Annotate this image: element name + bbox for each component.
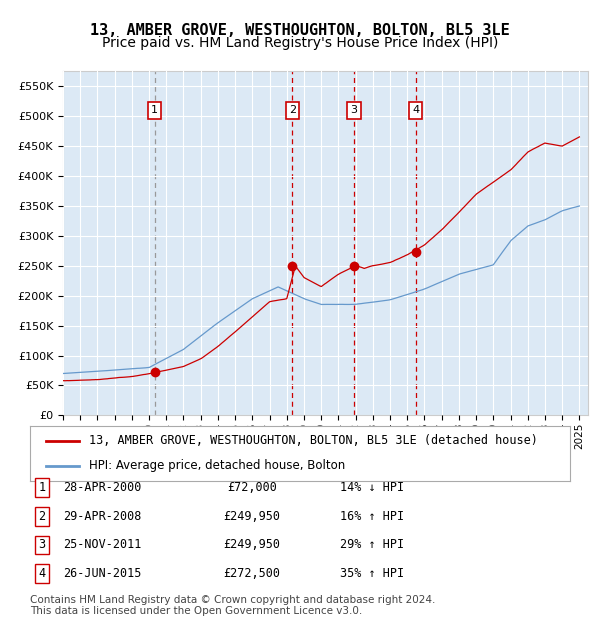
Text: 3: 3 xyxy=(38,539,46,551)
Text: 2: 2 xyxy=(38,510,46,523)
Text: 13, AMBER GROVE, WESTHOUGHTON, BOLTON, BL5 3LE (detached house): 13, AMBER GROVE, WESTHOUGHTON, BOLTON, B… xyxy=(89,434,538,447)
Text: 13, AMBER GROVE, WESTHOUGHTON, BOLTON, BL5 3LE: 13, AMBER GROVE, WESTHOUGHTON, BOLTON, B… xyxy=(90,23,510,38)
Text: Contains HM Land Registry data © Crown copyright and database right 2024.
This d: Contains HM Land Registry data © Crown c… xyxy=(30,595,436,616)
Text: 28-APR-2000: 28-APR-2000 xyxy=(63,482,141,494)
Text: 1: 1 xyxy=(38,482,46,494)
Text: 14% ↓ HPI: 14% ↓ HPI xyxy=(340,482,404,494)
Text: 2: 2 xyxy=(289,105,296,115)
Text: HPI: Average price, detached house, Bolton: HPI: Average price, detached house, Bolt… xyxy=(89,459,346,472)
Text: 4: 4 xyxy=(412,105,419,115)
Text: 29-APR-2008: 29-APR-2008 xyxy=(63,510,141,523)
Text: 1: 1 xyxy=(151,105,158,115)
Text: 29% ↑ HPI: 29% ↑ HPI xyxy=(340,539,404,551)
Text: 4: 4 xyxy=(38,567,46,580)
Text: Price paid vs. HM Land Registry's House Price Index (HPI): Price paid vs. HM Land Registry's House … xyxy=(102,36,498,50)
Text: 25-NOV-2011: 25-NOV-2011 xyxy=(63,539,141,551)
Text: 26-JUN-2015: 26-JUN-2015 xyxy=(63,567,141,580)
Text: 16% ↑ HPI: 16% ↑ HPI xyxy=(340,510,404,523)
Text: £249,950: £249,950 xyxy=(223,539,281,551)
Text: 3: 3 xyxy=(350,105,358,115)
Text: £72,000: £72,000 xyxy=(227,482,277,494)
Text: £249,950: £249,950 xyxy=(223,510,281,523)
Text: 35% ↑ HPI: 35% ↑ HPI xyxy=(340,567,404,580)
Text: £272,500: £272,500 xyxy=(223,567,281,580)
